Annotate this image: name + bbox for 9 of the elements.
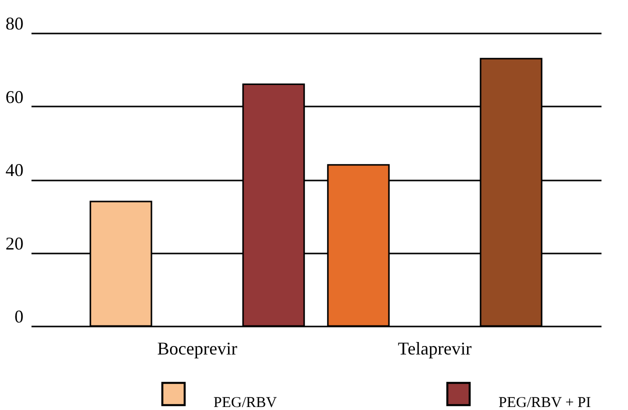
y-tick-label: 0 <box>14 306 24 326</box>
y-tick-label: 80 <box>6 14 24 34</box>
legend-label: PEG/RBV <box>214 395 278 410</box>
x-tick-label: Telaprevir <box>398 338 472 358</box>
y-tick-label: 20 <box>6 233 24 254</box>
y-tick-label: 60 <box>6 86 24 107</box>
y-tick-label: 40 <box>6 160 24 180</box>
x-tick-label: Boceprevir <box>157 338 238 358</box>
legend-label: PEG/RBV + PI <box>498 395 591 410</box>
